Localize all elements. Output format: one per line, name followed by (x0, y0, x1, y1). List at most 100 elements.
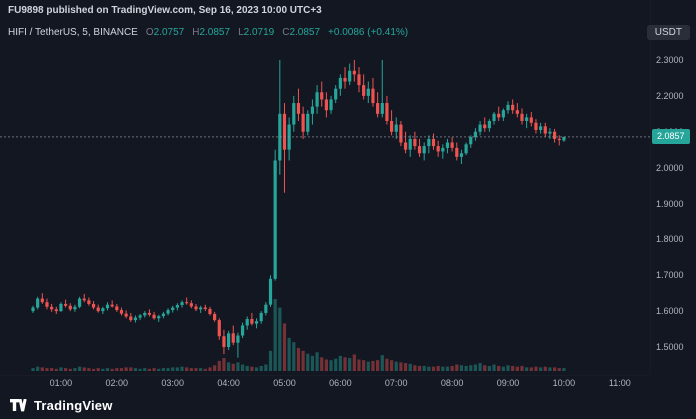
volume-bar (366, 361, 370, 371)
quote-currency-label[interactable]: USDT (646, 25, 690, 40)
candle-body (240, 325, 245, 336)
time-axis[interactable]: 01:00 02:00 03:00 04:00 05:00 06:00 07:00 08:00… (0, 375, 650, 392)
volume-bar (194, 368, 198, 371)
volume-bar (203, 368, 207, 371)
candle-body (96, 307, 100, 312)
candle-body (366, 88, 370, 96)
volume-bar (450, 365, 454, 371)
volume-bar (254, 367, 259, 371)
volume-bar (343, 357, 347, 371)
volume-bar (534, 366, 538, 371)
candle-body (417, 146, 422, 154)
candle-body (352, 70, 356, 75)
price-tick: 1.8000 (656, 234, 684, 245)
candle-body (497, 113, 501, 118)
candle-body (292, 103, 296, 125)
candle-body (50, 306, 54, 310)
volume-bar (31, 368, 35, 371)
volume-bar (515, 366, 519, 371)
candle-body (268, 278, 273, 305)
candle-body (403, 142, 408, 150)
candle-body (31, 307, 35, 312)
volume-bar (548, 367, 552, 371)
volume-bar (506, 365, 510, 371)
candle-body (301, 113, 305, 132)
candle-body (45, 302, 49, 307)
volume-bar (338, 355, 342, 371)
candle-body (413, 138, 417, 147)
candle-body (534, 122, 538, 130)
volume-bar (189, 368, 193, 371)
candle-body (473, 131, 478, 138)
volume-bar (96, 368, 100, 371)
candle-body (464, 144, 468, 154)
candle-body (87, 300, 91, 304)
candle-body (431, 138, 436, 147)
volume-bar (138, 368, 142, 371)
ohlc-open-value: 2.0757 (153, 27, 185, 38)
candle-body (222, 336, 226, 347)
publish-author: FU9898 (8, 5, 44, 16)
ohlc-close-value: 2.0857 (289, 27, 321, 38)
volume-bar (77, 366, 82, 371)
volume-bar (50, 368, 54, 371)
price-tick: 2.3000 (656, 55, 684, 65)
candle-body (408, 138, 412, 150)
volume-bar (445, 366, 450, 371)
volume-bar (213, 365, 217, 371)
volume-bar (152, 368, 156, 371)
time-tick: 05:00 (273, 378, 296, 388)
price-tick: 2.2000 (656, 90, 684, 101)
candle-body (282, 113, 287, 150)
candle-body (59, 303, 63, 312)
volume-bar (157, 368, 161, 371)
ohlc-close: C 2.0857 (282, 27, 320, 38)
volume-bar (520, 365, 524, 371)
candle-body (91, 303, 96, 308)
volume-bar (385, 358, 389, 371)
candle-body (217, 320, 221, 337)
candle-body (175, 305, 179, 308)
candle-body (506, 104, 510, 111)
volume-bar (562, 368, 566, 371)
price-axis[interactable]: 2.0857 2.30002.20002.10002.00001.90001.8… (650, 0, 696, 375)
candle-body (124, 313, 128, 317)
candle-body (445, 142, 450, 148)
price-tick: 1.9000 (656, 198, 684, 209)
volume-bar (68, 368, 72, 371)
candle-body (171, 307, 175, 311)
price-tick: 2.0000 (656, 162, 684, 173)
volume-bar (236, 362, 240, 371)
publish-text: published on TradingView.com, Sep 16, 20… (46, 5, 322, 16)
candle-body (492, 113, 496, 121)
volume-bar (310, 355, 315, 371)
candle-body (199, 307, 203, 310)
volume-bar (296, 347, 301, 371)
time-tick: 03:00 (161, 378, 184, 388)
candle-body (422, 146, 426, 154)
volume-bar (45, 368, 49, 371)
time-tick: 02:00 (105, 378, 129, 388)
volume-bar (82, 367, 86, 371)
volume-bar (226, 362, 231, 371)
candle-body (194, 306, 198, 310)
volume-bar (408, 363, 412, 371)
volume-bar (101, 368, 105, 371)
candle-body (231, 333, 235, 343)
candle-body (362, 85, 366, 96)
volume-bar (259, 365, 263, 371)
candle-body (371, 88, 375, 104)
candle-body (278, 113, 282, 161)
candle-body (36, 298, 40, 308)
brand-name[interactable]: TradingView (34, 397, 113, 413)
volume-bar (399, 362, 403, 371)
volume-bar (282, 323, 287, 371)
symbol-title[interactable]: HIFI / TetherUS, 5, BINANCE (8, 27, 138, 38)
volume-bar (36, 366, 40, 371)
volume-bar (334, 358, 338, 371)
volume-bar (64, 368, 68, 371)
candle-body (273, 160, 277, 279)
candle-body (245, 319, 249, 326)
price-tick: 1.7000 (656, 270, 684, 281)
